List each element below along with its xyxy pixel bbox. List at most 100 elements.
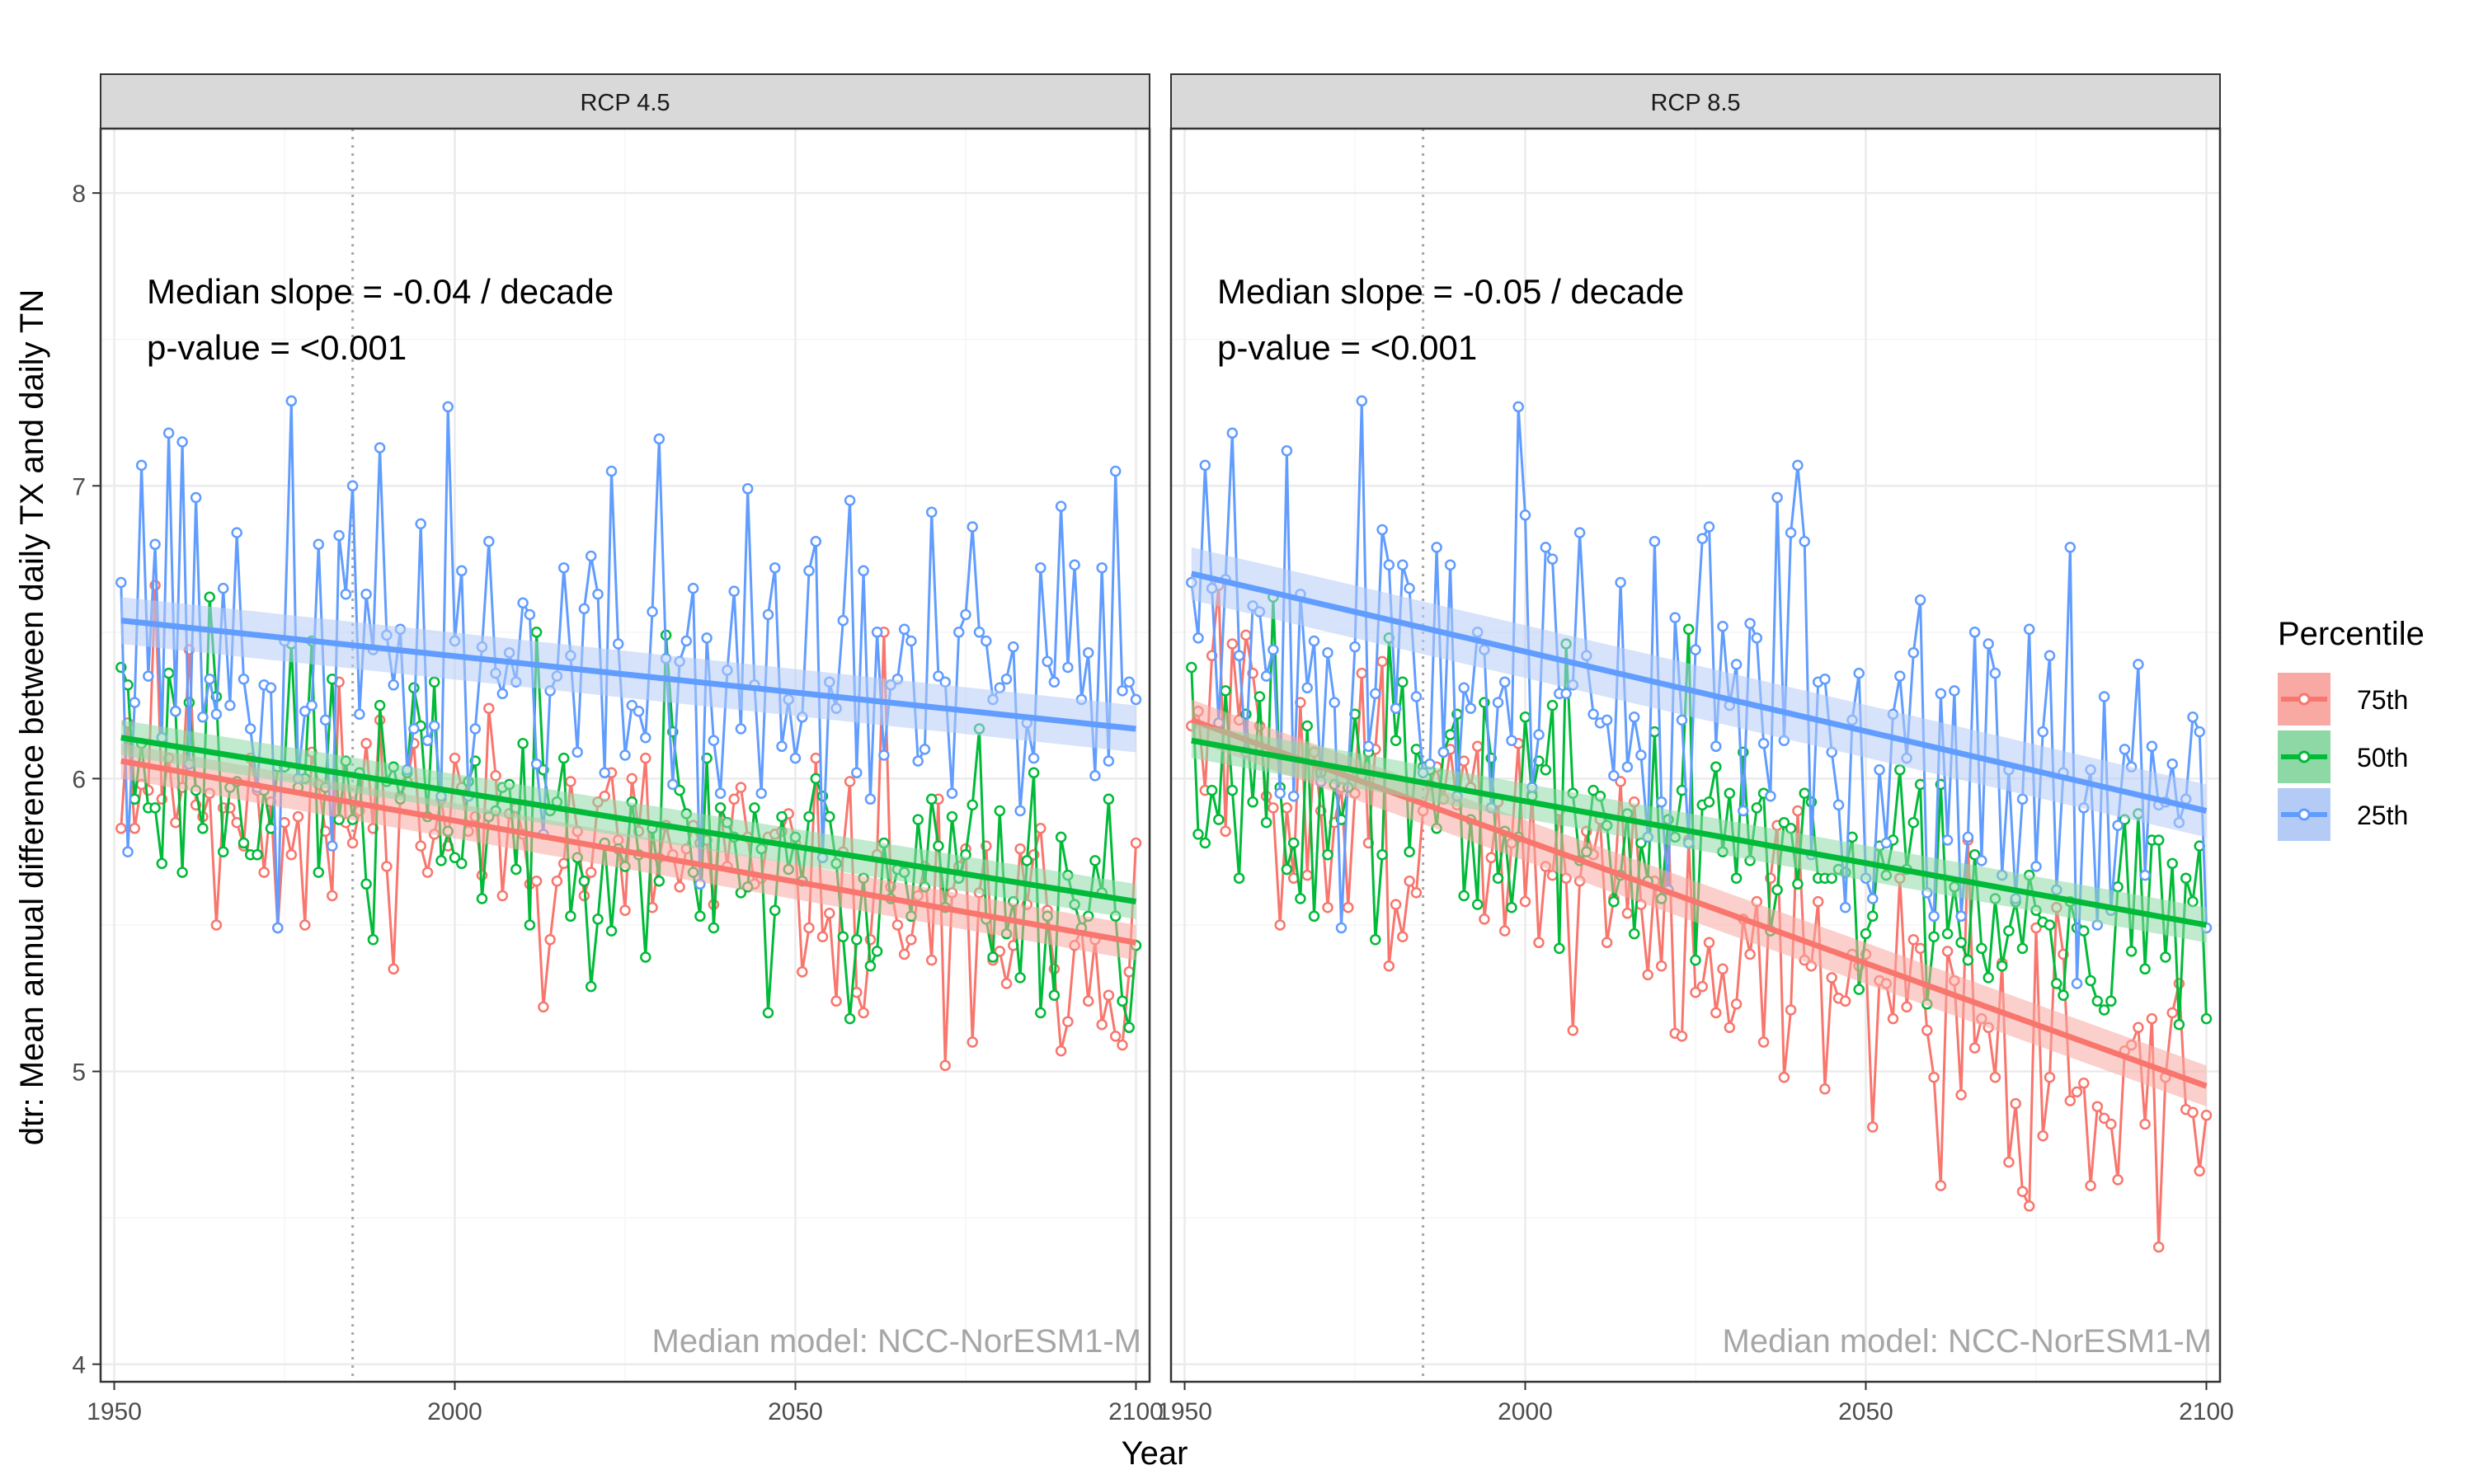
panel-border xyxy=(1169,127,2222,1383)
grid xyxy=(1171,129,2220,1382)
data-point xyxy=(1492,872,1504,884)
data-point xyxy=(1996,960,2008,972)
data-point xyxy=(1260,816,1272,829)
data-point xyxy=(1907,933,1920,946)
data-point xyxy=(1390,735,1402,746)
data-point xyxy=(1268,802,1279,814)
data-point xyxy=(1186,661,1197,674)
data-point xyxy=(1533,937,1545,949)
data-point xyxy=(619,749,631,761)
data-point xyxy=(1281,802,1293,814)
data-point xyxy=(1962,831,1974,843)
data-point xyxy=(374,442,386,453)
data-point xyxy=(1730,872,1743,884)
data-point xyxy=(1867,910,1879,923)
data-point xyxy=(1431,542,1442,553)
y-axis-title: dtr: Mean annual difference between dail… xyxy=(14,289,50,1145)
data-point xyxy=(1498,676,1511,688)
data-point xyxy=(1096,561,1108,574)
legend-item-50th: 50th xyxy=(2278,730,2408,783)
data-point xyxy=(1710,740,1722,753)
data-point xyxy=(238,673,250,685)
data-point xyxy=(1519,510,1531,521)
data-point xyxy=(933,670,944,682)
data-point xyxy=(1567,1025,1579,1036)
data-point xyxy=(2166,1007,2178,1019)
data-point xyxy=(1109,465,1122,477)
data-point xyxy=(1792,459,1804,472)
data-point xyxy=(1213,814,1225,825)
data-point xyxy=(1765,790,1776,802)
data-point xyxy=(442,401,454,413)
data-point xyxy=(510,863,522,876)
data-point xyxy=(1921,1025,1933,1036)
data-point xyxy=(285,395,298,407)
data-point xyxy=(1941,928,1954,940)
data-point xyxy=(1628,711,1640,723)
data-point xyxy=(1955,937,1967,949)
strip-label: RCP 8.5 xyxy=(1650,90,1740,116)
data-point xyxy=(1376,524,1388,536)
data-point xyxy=(217,582,229,594)
x-tick-label: 2100 xyxy=(1108,1398,1164,1425)
slope-annotation: Median slope = -0.04 / decade xyxy=(147,272,614,311)
data-point xyxy=(667,778,679,791)
data-point xyxy=(1771,884,1783,896)
data-point xyxy=(858,565,869,577)
data-point xyxy=(925,506,938,518)
data-point xyxy=(1751,632,1763,644)
data-point xyxy=(2146,1012,2158,1025)
data-point xyxy=(197,711,209,723)
data-point xyxy=(1471,740,1484,753)
data-point xyxy=(476,893,488,904)
data-point xyxy=(898,948,910,960)
data-point xyxy=(2125,946,2138,957)
data-point xyxy=(653,875,666,887)
data-point xyxy=(517,597,529,609)
data-point xyxy=(1444,559,1456,571)
data-point xyxy=(1014,843,1026,855)
data-point xyxy=(408,723,420,735)
data-point xyxy=(735,782,747,793)
data-point xyxy=(135,459,148,472)
data-point xyxy=(728,793,740,805)
legend-label-25th: 25th xyxy=(2357,801,2408,830)
data-point xyxy=(469,723,482,735)
data-point xyxy=(183,697,195,708)
data-point xyxy=(306,699,317,711)
data-point xyxy=(789,752,802,764)
data-point xyxy=(551,875,563,887)
data-point xyxy=(2091,1101,2104,1112)
data-point xyxy=(1268,644,1279,655)
data-point xyxy=(2139,963,2151,975)
data-point xyxy=(1703,796,1715,808)
data-point xyxy=(1962,954,1974,966)
data-point xyxy=(2112,1174,2124,1186)
data-point xyxy=(633,705,645,717)
data-point xyxy=(864,793,877,805)
data-point xyxy=(578,875,590,887)
data-point xyxy=(1035,823,1047,834)
data-point xyxy=(456,565,468,577)
data-point xyxy=(844,1012,856,1025)
data-point xyxy=(1028,752,1040,764)
data-point xyxy=(1082,995,1094,1007)
data-point xyxy=(244,723,256,735)
data-point xyxy=(1117,995,1128,1007)
data-point xyxy=(224,699,236,711)
data-point xyxy=(1397,559,1409,571)
data-point xyxy=(2091,995,2104,1007)
data-point xyxy=(2152,1241,2165,1253)
data-point xyxy=(1757,1036,1770,1048)
data-point xyxy=(2016,942,2029,955)
data-point xyxy=(1792,878,1804,890)
data-point xyxy=(490,770,501,782)
y-tick-label: 5 xyxy=(72,1059,86,1087)
data-point xyxy=(2180,872,2192,884)
data-point xyxy=(1907,646,1920,659)
data-point xyxy=(1096,1018,1108,1031)
data-point xyxy=(1628,928,1640,940)
data-point xyxy=(810,773,822,785)
data-point xyxy=(1968,848,1981,861)
data-point xyxy=(687,582,699,594)
